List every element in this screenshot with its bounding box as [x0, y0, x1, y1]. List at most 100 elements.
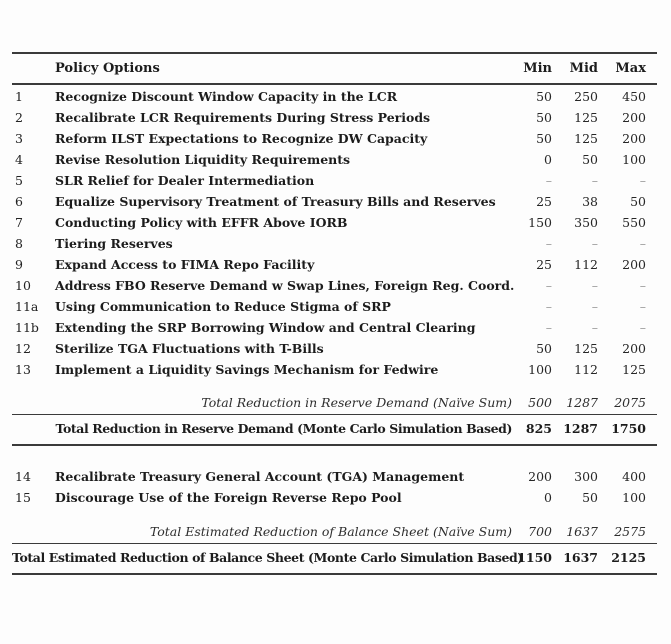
table-row: 6 Equalize Supervisory Treatment of Trea… [12, 192, 657, 213]
min-value: 700 [528, 524, 552, 539]
max-value: 200 [622, 257, 646, 273]
mid-value: 300 [574, 469, 598, 485]
mid-value: – [591, 173, 598, 189]
policy-label: Discourage Use of the Foreign Reverse Re… [55, 490, 402, 506]
mid-value: – [591, 278, 598, 294]
row-number: 4 [15, 152, 23, 168]
min-value: – [545, 320, 552, 336]
policy-label: Expand Access to FIMA Repo Facility [55, 257, 315, 273]
row-number: 6 [15, 194, 23, 210]
header-min: Min [523, 61, 552, 76]
min-value: 25 [536, 194, 552, 210]
policy-label: Implement a Liquidity Savings Mechanism … [55, 362, 439, 378]
reserve-naive-sum-row: Total Reduction in Reserve Demand (Naïve… [12, 393, 657, 414]
min-value: – [545, 299, 552, 315]
policy-label: Recognize Discount Window Capacity in th… [55, 89, 398, 105]
row-number: 11b [15, 320, 39, 336]
max-value: 2125 [611, 550, 646, 565]
mid-value: 38 [582, 194, 598, 210]
policy-label: SLR Relief for Dealer Intermediation [55, 173, 315, 189]
table-row: 10 Address FBO Reserve Demand w Swap Lin… [12, 276, 657, 297]
table-row: 13 Implement a Liquidity Savings Mechani… [12, 360, 657, 381]
table-header-row: Policy Options Min Mid Max [12, 53, 657, 84]
table-row: 5 SLR Relief for Dealer Intermediation –… [12, 171, 657, 192]
mid-value: 125 [574, 341, 598, 357]
min-value: 100 [528, 362, 552, 378]
max-value: 100 [622, 490, 646, 506]
min-value: 50 [536, 341, 552, 357]
row-number: 15 [15, 490, 31, 506]
row-number: 13 [15, 362, 31, 378]
max-value: 100 [622, 152, 646, 168]
total-label: Total Reduction in Reserve Demand (Monte… [55, 421, 512, 436]
table-row: 11a Using Communication to Reduce Stigma… [12, 297, 657, 318]
policy-label: Recalibrate LCR Requirements During Stre… [55, 110, 431, 126]
spacer [12, 445, 657, 467]
max-value: 450 [622, 89, 646, 105]
header-mid: Mid [569, 61, 598, 76]
paper-page: Policy Options Min Mid Max 1 Recognize D… [0, 52, 671, 644]
policy-label: Revise Resolution Liquidity Requirements [55, 152, 351, 168]
min-value: 500 [528, 395, 552, 410]
max-value: 200 [622, 110, 646, 126]
row-number: 11a [15, 299, 39, 315]
total-label: Total Reduction in Reserve Demand (Naïve… [201, 395, 512, 410]
min-value: 1150 [517, 550, 552, 565]
max-value: 50 [630, 194, 646, 210]
table-row: 14 Recalibrate Treasury General Account … [12, 467, 657, 488]
max-value: – [639, 299, 646, 315]
table-row: 11b Extending the SRP Borrowing Window a… [12, 318, 657, 339]
table-row: 12 Sterilize TGA Fluctuations with T-Bil… [12, 339, 657, 360]
min-value: 50 [536, 131, 552, 147]
max-value: 1750 [611, 421, 646, 436]
max-value: – [639, 173, 646, 189]
row-number: 2 [15, 110, 23, 126]
mid-value: 112 [574, 257, 598, 273]
min-value: 50 [536, 110, 552, 126]
row-number: 5 [15, 173, 23, 189]
policy-label: Recalibrate Treasury General Account (TG… [55, 469, 465, 485]
mid-value: 50 [582, 490, 598, 506]
policy-label: Sterilize TGA Fluctuations with T-Bills [55, 341, 324, 357]
total-label: Total Estimated Reduction of Balance She… [149, 524, 512, 539]
min-value: 50 [536, 89, 552, 105]
max-value: 2075 [614, 395, 646, 410]
table-row: 2 Recalibrate LCR Requirements During St… [12, 108, 657, 129]
header-policy-options: Policy Options [55, 61, 160, 76]
min-value: – [545, 173, 552, 189]
min-value: 0 [544, 490, 552, 506]
row-number: 7 [15, 215, 23, 231]
header-number-column [12, 53, 55, 84]
max-value: – [639, 320, 646, 336]
table-row: 4 Revise Resolution Liquidity Requiremen… [12, 150, 657, 171]
row-number: 12 [15, 341, 31, 357]
table-row: 15 Discourage Use of the Foreign Reverse… [12, 488, 657, 509]
policy-label: Reform ILST Expectations to Recognize DW… [55, 131, 428, 147]
mid-value: 250 [574, 89, 598, 105]
max-value: 125 [622, 362, 646, 378]
max-value: 200 [622, 131, 646, 147]
mid-value: 1637 [566, 524, 598, 539]
min-value: 200 [528, 469, 552, 485]
min-value: 25 [536, 257, 552, 273]
max-value: – [639, 236, 646, 252]
max-value: 200 [622, 341, 646, 357]
reserve-monte-carlo-row: Total Reduction in Reserve Demand (Monte… [12, 414, 657, 445]
mid-value: – [591, 236, 598, 252]
max-value: 550 [622, 215, 646, 231]
mid-value: 125 [574, 131, 598, 147]
mid-value: – [591, 320, 598, 336]
table-row: 8 Tiering Reserves – – – [12, 234, 657, 255]
total-label: Total Estimated Reduction of Balance She… [12, 550, 523, 565]
mid-value: 1287 [566, 395, 598, 410]
row-number: 3 [15, 131, 23, 147]
policy-label: Extending the SRP Borrowing Window and C… [55, 320, 476, 336]
min-value: 0 [544, 152, 552, 168]
min-value: – [545, 236, 552, 252]
max-value: 400 [622, 469, 646, 485]
mid-value: 1637 [563, 550, 598, 565]
row-number: 14 [15, 469, 31, 485]
policy-label: Address FBO Reserve Demand w Swap Lines,… [55, 278, 515, 294]
policy-label: Using Communication to Reduce Stigma of … [55, 299, 391, 315]
row-number: 9 [15, 257, 23, 273]
